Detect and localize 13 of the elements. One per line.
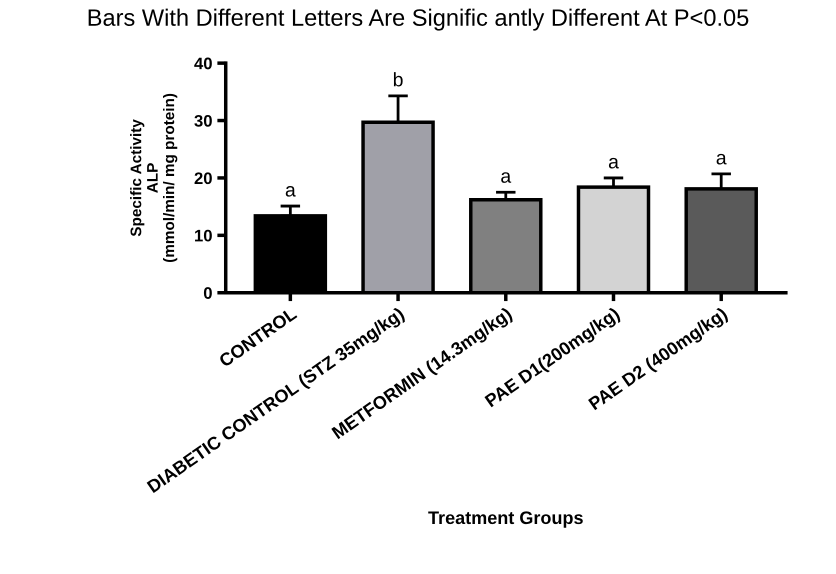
y-tick-label: 20: [194, 172, 212, 184]
x-axis-title: Treatment Groups: [428, 511, 583, 528]
y-tick-label: 10: [195, 230, 212, 242]
y-tick-label: 0: [204, 287, 212, 299]
annotation: a: [608, 158, 619, 169]
y-axis-title: Specific Activity ALP (mmol/min/ mg protein): [130, 94, 178, 262]
annotation: b: [394, 72, 403, 86]
annotation: a: [286, 186, 296, 197]
y-tick-label: 30: [194, 114, 212, 127]
annotation: a: [501, 172, 512, 183]
annotation: a: [716, 154, 727, 165]
chart-title: Bars With Different Letters Are Signific antly Different At P<0.05: [88, 8, 748, 31]
y-tick-label: 40: [194, 58, 212, 70]
